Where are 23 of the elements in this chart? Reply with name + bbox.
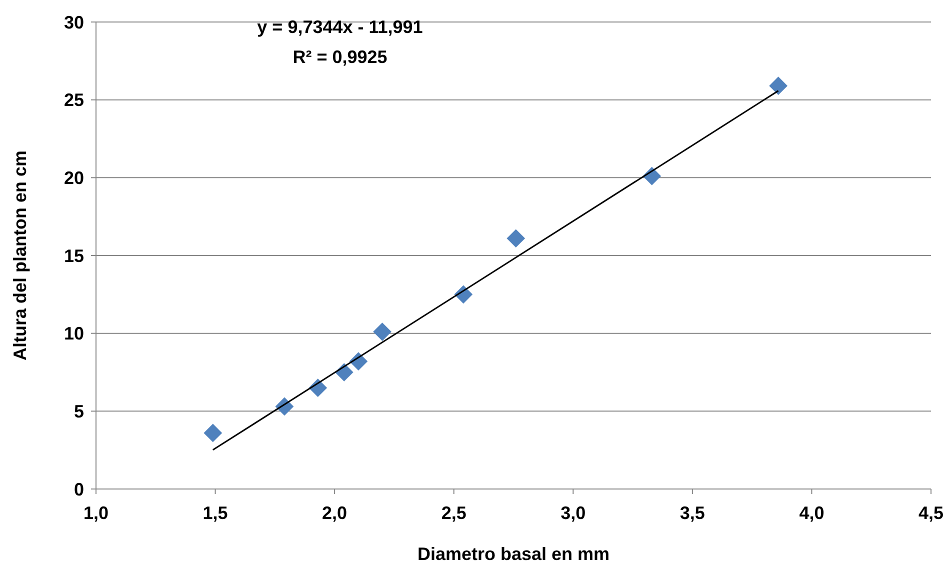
annotation: y = 9,7344x - 11,991 [257, 17, 423, 37]
x-tick-label: 3,5 [680, 503, 705, 523]
x-tick-label: 1,5 [202, 503, 228, 523]
x-tick-label: 4,5 [918, 503, 944, 523]
y-tick-label: 30 [64, 12, 84, 32]
y-tick-label: 0 [74, 479, 84, 500]
y-tick-label: 20 [64, 168, 84, 188]
point [769, 76, 788, 96]
y-tick-label: 10 [64, 324, 84, 344]
point [204, 424, 222, 442]
annotation: R² = 0,9925 [292, 47, 388, 67]
point [506, 229, 526, 248]
y-tick-label: 15 [64, 246, 84, 266]
y-tick-label: 25 [64, 90, 84, 110]
x-tick-label: 1,0 [83, 503, 109, 523]
y-tick-label: 5 [74, 401, 84, 422]
x-tick-label: 2,5 [441, 503, 466, 523]
point [373, 322, 392, 341]
y-axis-title: Altura del planton en cm [10, 150, 30, 361]
x-tick-label: 2,0 [322, 503, 348, 523]
x-axis-title: Diametro basal en mm [417, 544, 610, 564]
x-tick-label: 3,0 [560, 503, 586, 523]
x-tick-label: 4,0 [799, 503, 824, 523]
